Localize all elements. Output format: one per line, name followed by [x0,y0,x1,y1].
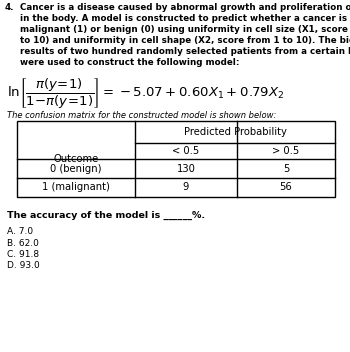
Text: 4.: 4. [5,3,14,12]
Text: < 0.5: < 0.5 [172,146,199,156]
Text: > 0.5: > 0.5 [272,146,300,156]
Text: C. 91.8: C. 91.8 [7,250,39,259]
Text: 56: 56 [280,182,292,193]
Text: to 10) and uniformity in cell shape (X2, score from 1 to 10). The biopsy: to 10) and uniformity in cell shape (X2,… [20,36,350,45]
Bar [17,121,335,197]
Text: malignant (1) or benign (0) using uniformity in cell size (X1, score from 1: malignant (1) or benign (0) using unifor… [20,25,350,34]
Text: Cancer is a disease caused by abnormal growth and proliferation of cells: Cancer is a disease caused by abnormal g… [20,3,350,12]
Text: 5: 5 [283,163,289,174]
Text: D. 93.0: D. 93.0 [7,262,40,270]
Text: The confusion matrix for the constructed model is shown below:: The confusion matrix for the constructed… [7,111,276,120]
Text: The accuracy of the model is ______%.: The accuracy of the model is ______%. [7,211,205,220]
Text: 1 (malignant): 1 (malignant) [42,182,110,193]
Text: were used to construct the following model:: were used to construct the following mod… [20,58,239,67]
Text: results of two hundred randomly selected patients from a certain hospital: results of two hundred randomly selected… [20,47,350,56]
Text: B. 62.0: B. 62.0 [7,239,39,247]
Text: in the body. A model is constructed to predict whether a cancer is: in the body. A model is constructed to p… [20,14,347,23]
Text: A. 7.0: A. 7.0 [7,227,33,236]
Text: 0 (benign): 0 (benign) [50,163,102,174]
Text: 130: 130 [176,163,195,174]
Text: Predicted Probability: Predicted Probability [183,127,286,137]
Text: 9: 9 [183,182,189,193]
Text: Outcome: Outcome [53,154,99,164]
Text: $\ln\!\left[\dfrac{\pi(y\!=\!1)}{1\!-\!\pi(y\!=\!1)}\right]= -5.07 + 0.60X_1 + 0: $\ln\!\left[\dfrac{\pi(y\!=\!1)}{1\!-\!\… [7,77,284,111]
